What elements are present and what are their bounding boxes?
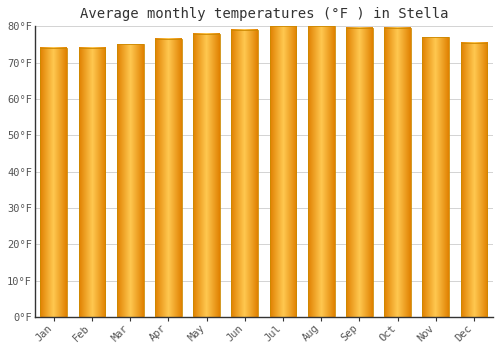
Bar	[308, 26, 334, 317]
Bar	[270, 26, 296, 317]
Bar	[117, 44, 143, 317]
Bar	[40, 48, 67, 317]
Bar	[422, 37, 449, 317]
Bar	[193, 34, 220, 317]
Bar	[232, 30, 258, 317]
Bar	[460, 43, 487, 317]
Bar	[346, 28, 372, 317]
Title: Average monthly temperatures (°F ) in Stella: Average monthly temperatures (°F ) in St…	[80, 7, 448, 21]
Bar	[384, 28, 411, 317]
Bar	[78, 48, 106, 317]
Bar	[155, 39, 182, 317]
